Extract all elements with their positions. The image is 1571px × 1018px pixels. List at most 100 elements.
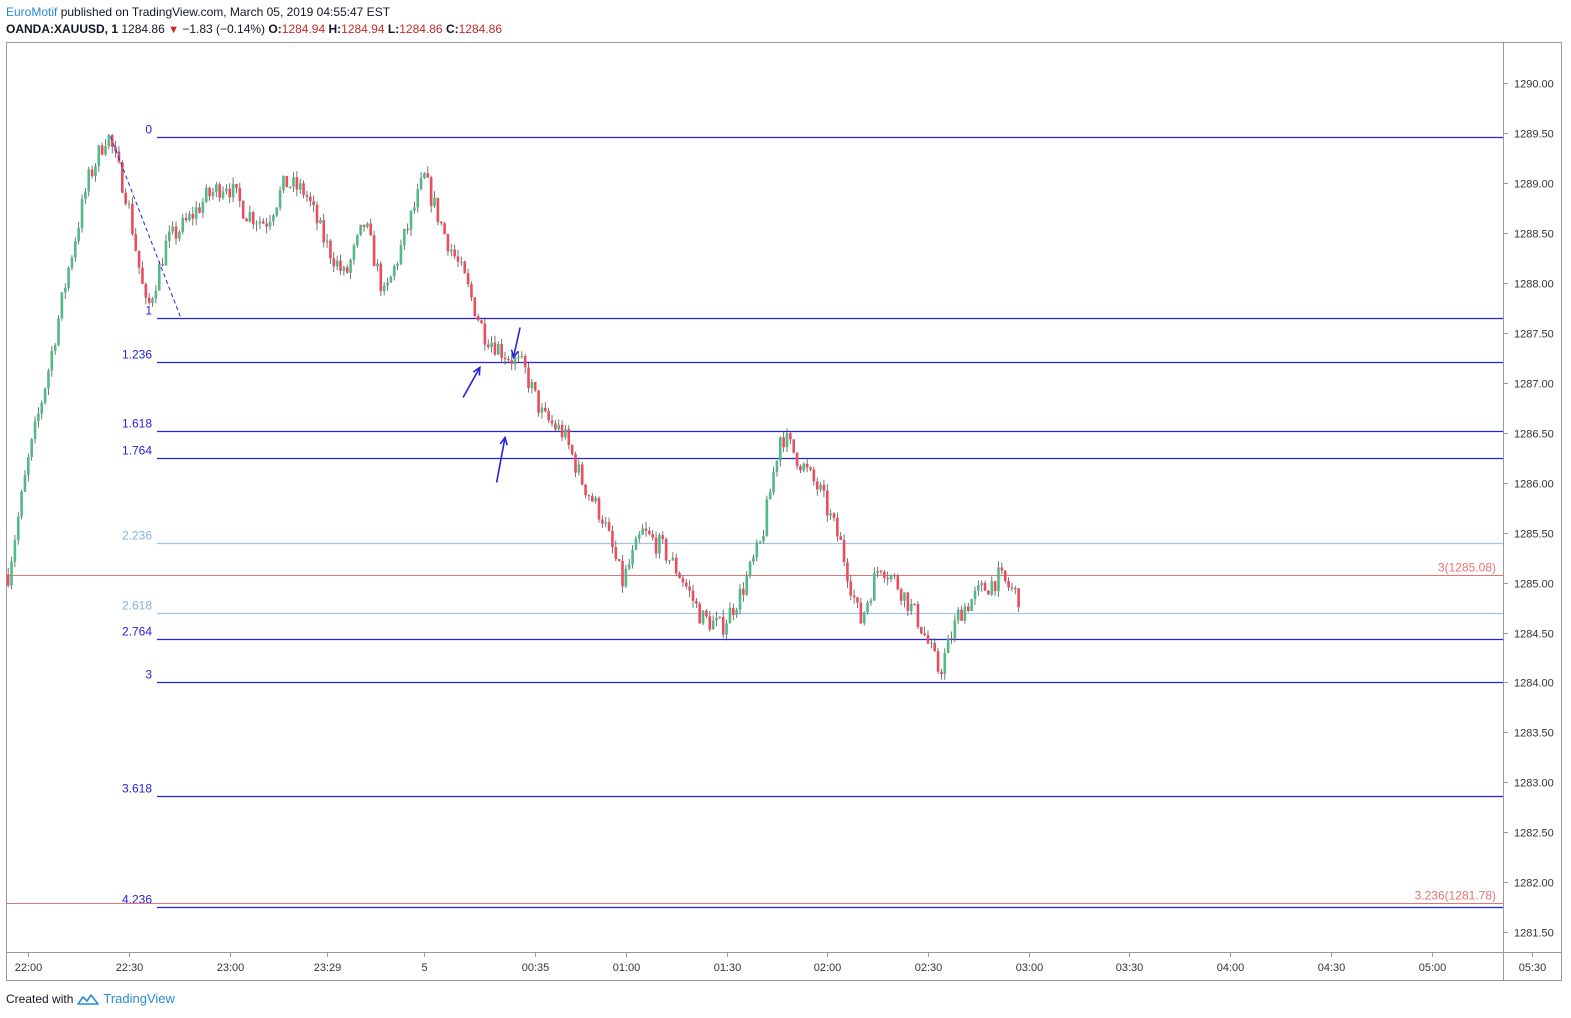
candle-body bbox=[184, 217, 188, 221]
price-tick-label: 1285.00 bbox=[1514, 579, 1554, 591]
candle-body bbox=[725, 623, 728, 635]
time-tick-label: 22:30 bbox=[116, 962, 144, 974]
candle-body bbox=[574, 454, 577, 473]
fib-trend-line[interactable] bbox=[110, 136, 182, 319]
time-tick-label: 5 bbox=[421, 962, 427, 974]
candle-body bbox=[332, 258, 336, 267]
candle-body bbox=[262, 221, 265, 224]
candle-body bbox=[782, 437, 785, 448]
candle-body bbox=[77, 228, 80, 242]
candle-body bbox=[772, 472, 775, 493]
candle-body bbox=[735, 609, 738, 616]
time-tick-label: 02:00 bbox=[814, 962, 842, 974]
candle-body bbox=[426, 173, 430, 178]
candle-body bbox=[37, 413, 40, 422]
candle-body bbox=[309, 196, 312, 202]
price-chart[interactable]: 0 1 1.236 1.618 1.764 2.236 2.618 2.764 3 3.618 4.… bbox=[0, 0, 1571, 985]
candle-body bbox=[208, 187, 211, 197]
candle-body bbox=[990, 581, 994, 595]
candle-body bbox=[621, 561, 624, 587]
time-tick-label: 02:30 bbox=[915, 962, 943, 974]
candle-body bbox=[268, 221, 272, 227]
candle-body bbox=[540, 407, 544, 413]
drawings[interactable] bbox=[110, 136, 521, 483]
author-name[interactable]: EuroMotif bbox=[6, 5, 58, 19]
candle-body bbox=[265, 223, 268, 227]
candle-body bbox=[104, 146, 107, 155]
candle-body bbox=[792, 439, 796, 453]
high-label: H: bbox=[328, 22, 342, 36]
candle-body bbox=[909, 603, 913, 611]
candle-body bbox=[174, 226, 178, 239]
candle-body bbox=[651, 533, 655, 538]
candle-body bbox=[627, 564, 631, 569]
candle-body bbox=[70, 257, 74, 268]
candle-body bbox=[423, 173, 426, 179]
candle-body bbox=[530, 382, 534, 389]
candle-body bbox=[513, 357, 517, 365]
candle-body bbox=[406, 228, 409, 230]
candle-body bbox=[204, 187, 208, 202]
arrow-shaft[interactable] bbox=[495, 437, 506, 483]
candle-body bbox=[292, 177, 295, 187]
candle-body bbox=[822, 484, 826, 491]
candle-body bbox=[147, 297, 151, 303]
arrow-shaft[interactable] bbox=[462, 367, 481, 398]
published-text: published on TradingView.com, March 05, … bbox=[60, 5, 391, 19]
candle-body bbox=[567, 429, 571, 446]
candle-body bbox=[228, 188, 232, 198]
time-axis[interactable]: 22:00 22:30 23:00 23:29 5 00:35 01:00 01:30 02:0… bbox=[15, 952, 1547, 975]
time-tick-label: 23:00 bbox=[217, 962, 245, 974]
candle-body bbox=[389, 276, 393, 283]
fib-level-label: 3.618 bbox=[122, 782, 152, 796]
candle-body bbox=[450, 249, 453, 252]
tradingview-brand[interactable]: TradingView bbox=[103, 991, 175, 1006]
candle-body bbox=[480, 320, 483, 324]
price-tick-label: 1286.00 bbox=[1514, 479, 1554, 491]
candle-body bbox=[507, 359, 510, 361]
candle-body bbox=[849, 581, 853, 596]
candle-body bbox=[836, 517, 839, 537]
candle-body bbox=[466, 273, 470, 285]
candle-body bbox=[325, 240, 329, 243]
candle-body bbox=[617, 559, 621, 562]
candle-body bbox=[251, 212, 255, 225]
candle-body bbox=[379, 263, 383, 292]
candle-body bbox=[517, 356, 520, 358]
candle-body bbox=[973, 590, 977, 600]
price-axis[interactable]: 1290.00 1289.50 1289.00 1288.50 1288.00 1287.… bbox=[1503, 79, 1554, 940]
candle-body bbox=[966, 606, 970, 611]
candle-body bbox=[738, 588, 742, 610]
candle-body bbox=[812, 469, 816, 482]
candle-body bbox=[993, 581, 997, 592]
candle-body bbox=[433, 197, 436, 206]
candle-body bbox=[298, 183, 302, 190]
ohlc-legend: OANDA:XAUUSD, 1 1284.86 ▼ −1.83 (−0.14%)… bbox=[6, 22, 502, 36]
price-tick-label: 1286.50 bbox=[1514, 429, 1554, 441]
candle-body bbox=[980, 583, 984, 586]
fib-level-label: 1.236 bbox=[122, 348, 152, 362]
candle-body bbox=[446, 234, 450, 252]
candle-body bbox=[862, 612, 866, 624]
candle-body bbox=[117, 151, 121, 162]
candle-body bbox=[668, 560, 671, 562]
candle-body bbox=[127, 203, 131, 205]
fib-levels[interactable]: 0 1 1.236 1.618 1.764 2.236 2.618 2.764 3 3.618 4.… bbox=[6, 123, 1504, 909]
candle-body bbox=[80, 199, 84, 229]
price-tick-label: 1288.00 bbox=[1514, 279, 1554, 291]
candle-body bbox=[698, 603, 702, 624]
candle-body bbox=[352, 245, 356, 261]
candle-body bbox=[933, 643, 937, 652]
candle-body bbox=[476, 316, 480, 321]
candle-body bbox=[970, 599, 973, 611]
candle-body bbox=[802, 463, 806, 471]
candle-body bbox=[876, 570, 879, 574]
candle-body bbox=[124, 192, 127, 204]
candle-body bbox=[272, 215, 275, 222]
candle-body bbox=[554, 423, 557, 430]
candle-body bbox=[678, 573, 681, 579]
arrow-shaft[interactable] bbox=[512, 327, 521, 358]
fib-level-label: 1.618 bbox=[122, 417, 152, 431]
candle-body bbox=[53, 345, 57, 351]
candle-body bbox=[43, 388, 47, 403]
